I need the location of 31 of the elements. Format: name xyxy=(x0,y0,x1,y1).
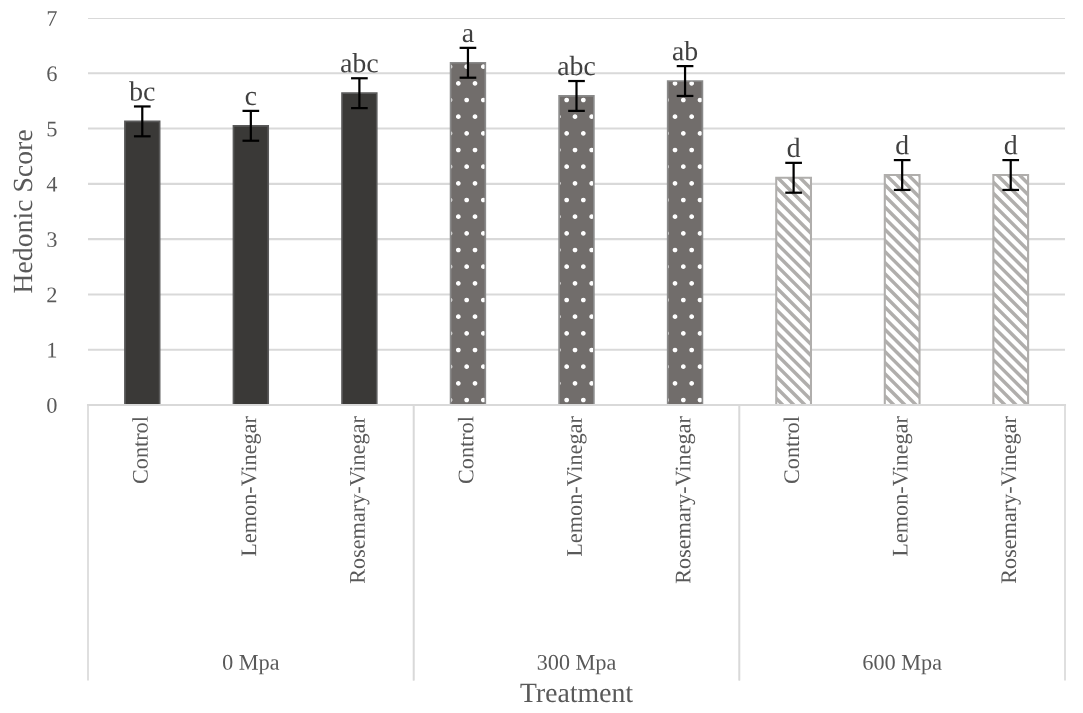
y-tick-label: 4 xyxy=(46,176,58,192)
x-tick-label: Rosemary-Vinegar xyxy=(349,416,370,584)
y-tick-label: 3 xyxy=(47,232,57,248)
data-label: bc xyxy=(129,81,155,101)
y-axis-title: Hedonic Score xyxy=(12,130,33,293)
x-tick-label: Lemon-Vinegar xyxy=(567,416,587,557)
x-tick-label: Rosemary-Vinegar xyxy=(675,416,696,584)
x-tick-label: Lemon-Vinegar xyxy=(892,416,913,557)
y-tick-label: 2 xyxy=(47,287,57,303)
data-label: d xyxy=(1004,134,1018,155)
y-tick-label: 6 xyxy=(47,66,57,82)
data-label: d xyxy=(787,137,801,158)
data-label: abc xyxy=(341,53,378,73)
x-axis-title: Treatment xyxy=(520,683,633,703)
y-tick-label: 7 xyxy=(47,11,57,26)
data-label: a xyxy=(462,28,474,43)
data-label: d xyxy=(896,134,909,155)
x-tick-label: Control xyxy=(783,416,800,484)
data-label: abc xyxy=(558,55,595,76)
data-label: c xyxy=(245,91,257,106)
text: 600 Mpa xyxy=(863,654,942,675)
y-tick-label: 1 xyxy=(48,342,57,358)
x-tick-label: Rosemary-Vinegar xyxy=(1001,416,1021,584)
y-tick-label: 0 xyxy=(47,397,57,413)
x-tick-label: Control xyxy=(132,416,148,484)
x-tick-label: Lemon-Vinegar xyxy=(241,416,261,557)
text: 300 Mpa xyxy=(537,654,617,675)
text: 0 Mpa xyxy=(222,654,280,675)
x-tick-label: Control xyxy=(457,416,474,484)
y-tick-label: 5 xyxy=(47,121,57,137)
data-label: ab xyxy=(672,40,698,61)
